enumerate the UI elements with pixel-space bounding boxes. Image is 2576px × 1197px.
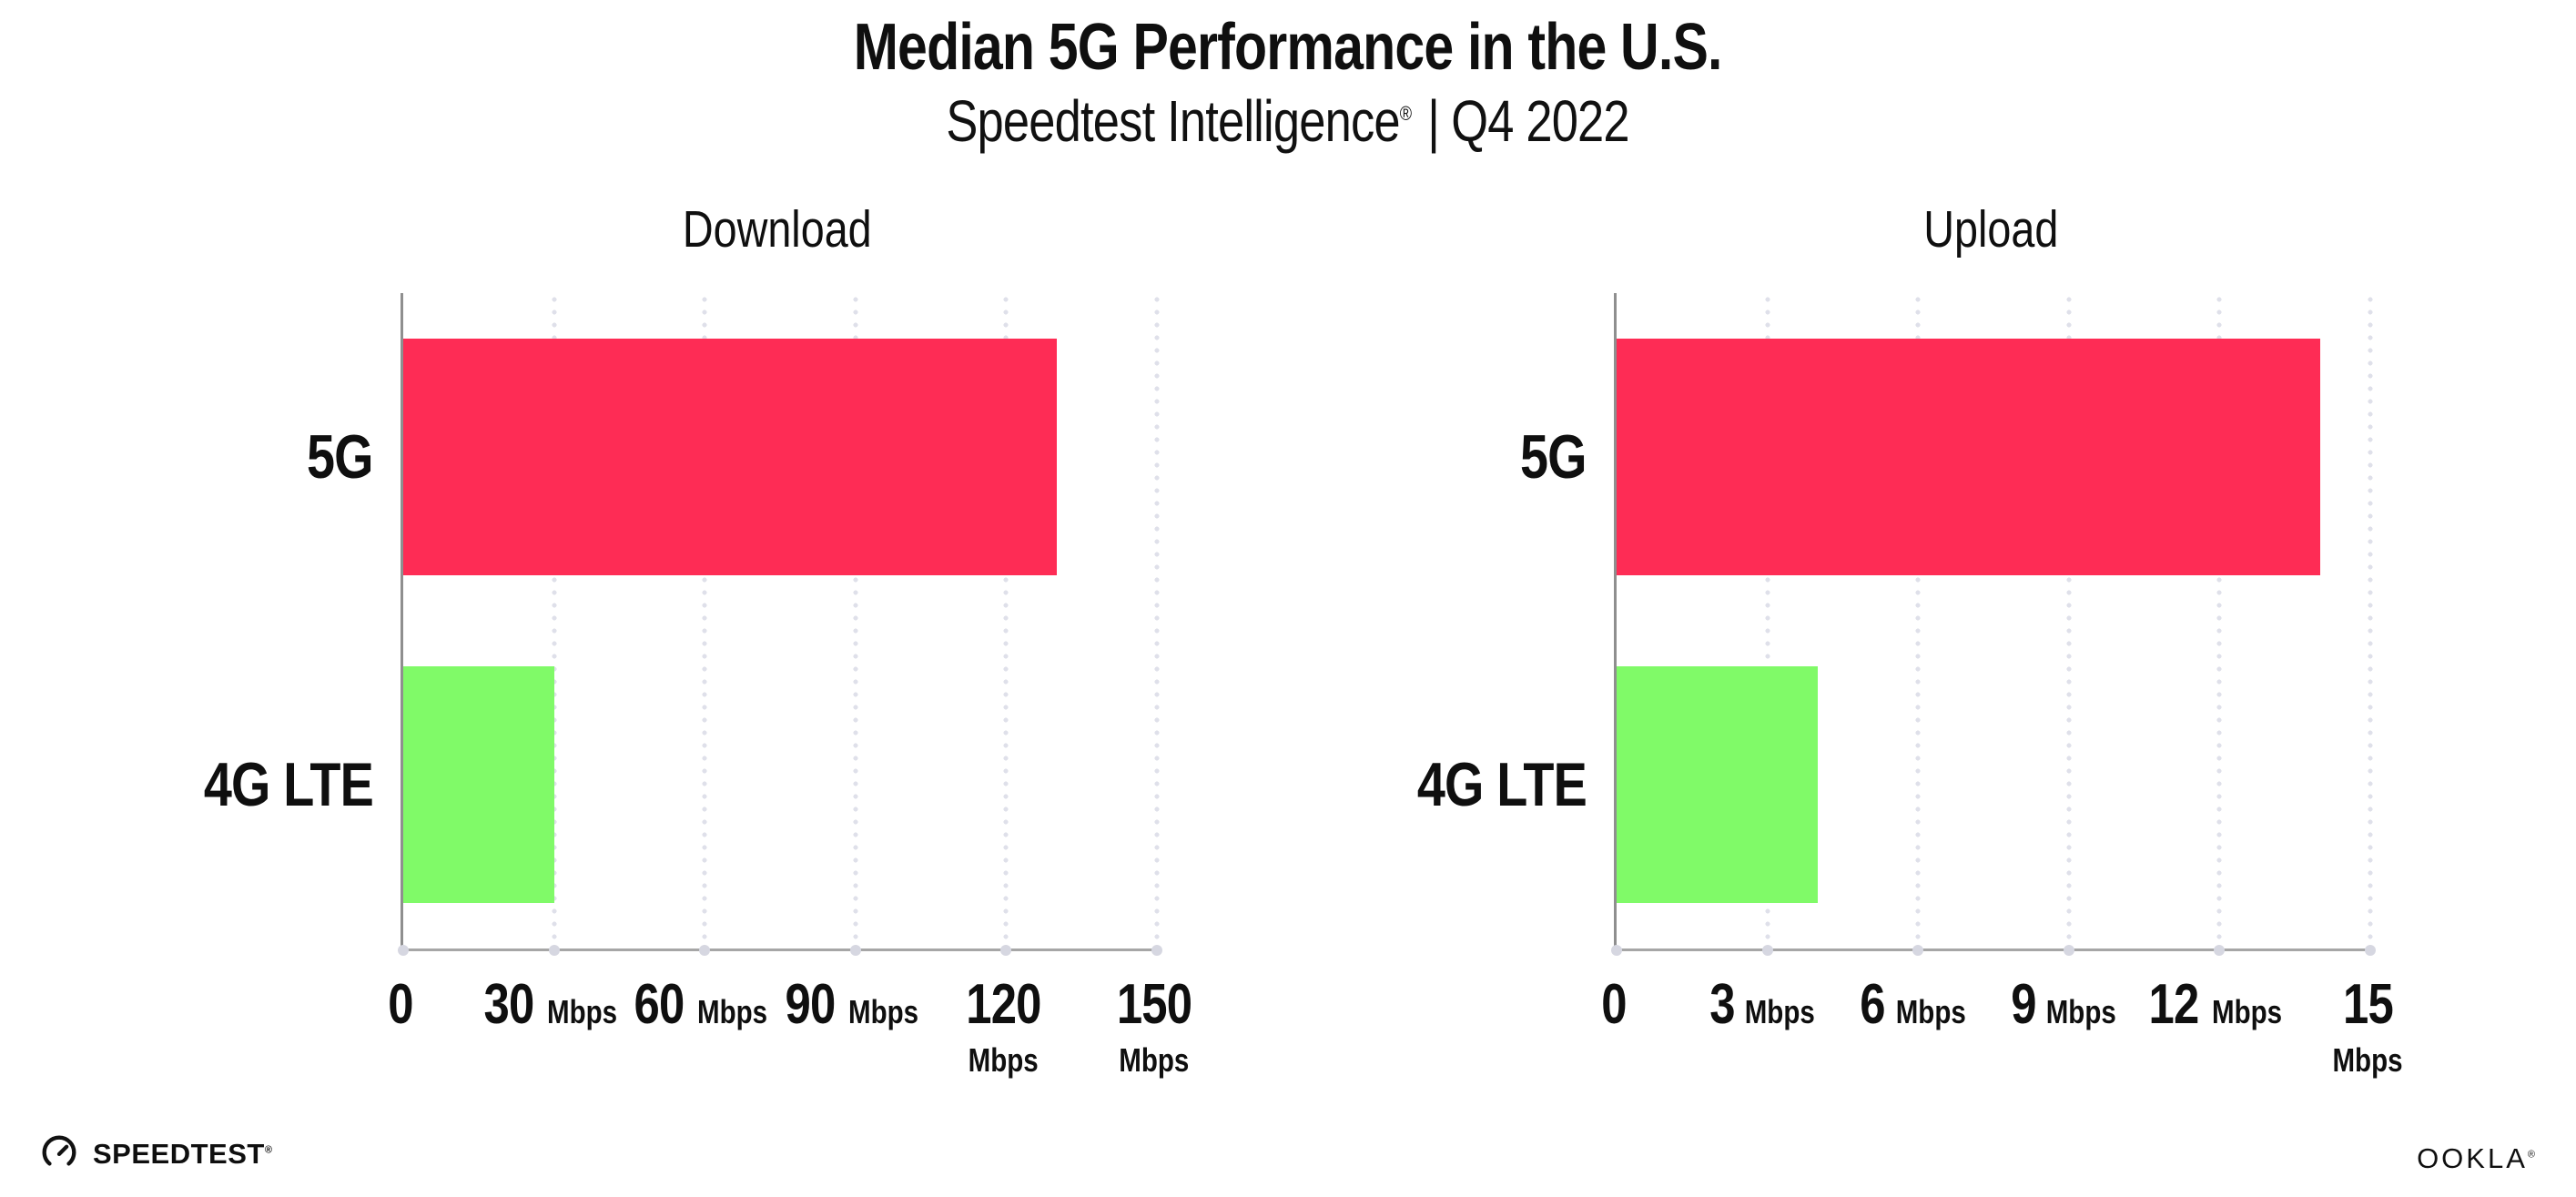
- page-subtitle: Speedtest Intelligence® | Q4 2022: [0, 88, 2576, 156]
- gridline-150-mbps: [1154, 292, 1160, 948]
- x-tick-value-90: 90: [785, 972, 836, 1036]
- ookla-wordmark: OOKLA: [2417, 1142, 2528, 1174]
- x-tick-value-120: 120: [966, 972, 1041, 1036]
- axis-tick-dot-15: [2365, 944, 2376, 956]
- registered-mark: ®: [1400, 102, 1412, 126]
- gridline-30-mbps: [551, 292, 557, 948]
- x-tick-90: 90 Mbps: [779, 972, 926, 1036]
- speedtest-gauge-icon: [38, 1131, 80, 1177]
- x-tick-unit: Mbps: [847, 992, 918, 1030]
- x-tick-unit: Mbps: [1744, 992, 1815, 1030]
- gridline-60-mbps: [702, 292, 708, 948]
- x-tick-unit: Mbps: [1895, 992, 1966, 1030]
- ookla-registered-mark: ®: [2527, 1149, 2538, 1161]
- gridline-3-mbps: [1764, 292, 1770, 948]
- bar-4g-lte-download: [403, 665, 554, 903]
- chart-title-download: Download: [683, 200, 872, 259]
- bar-4g-lte-upload: [1617, 665, 1818, 903]
- speedtest-wordmark: SPEEDTEST: [93, 1137, 265, 1170]
- x-tick-value-30: 30: [483, 972, 534, 1036]
- x-tick-value-150: 150: [1116, 972, 1192, 1036]
- charts-row: Download 5G 4G LTE 0 30 Mbps 60 Mbps 90 Mbps 12…: [0, 200, 2576, 1113]
- x-tick-unit: Mbps: [2332, 1040, 2403, 1079]
- gridline-12-mbps: [2216, 292, 2223, 948]
- x-tick-value-12: 12: [2148, 972, 2200, 1036]
- x-tick-value-0: 0: [1601, 972, 1627, 1036]
- axis-tick-dot-90: [849, 944, 861, 956]
- ookla-logo: OOKLA®: [2417, 1142, 2538, 1175]
- gridline-6-mbps: [1915, 292, 1922, 948]
- x-tick-120: 120 Mbps: [928, 972, 1080, 1079]
- x-tick-unit: Mbps: [546, 992, 617, 1030]
- axis-tick-dot-6: [1912, 944, 1924, 956]
- x-tick-6: 6 Mbps: [1857, 972, 1973, 1036]
- plot-area-download: [398, 292, 1162, 956]
- axis-tick-dot-30: [548, 944, 560, 956]
- chart-title-upload: Upload: [1922, 200, 2059, 259]
- gridline-120-mbps: [1003, 292, 1009, 948]
- x-tick-value-60: 60: [634, 972, 685, 1036]
- bar-5g-upload: [1617, 338, 2320, 575]
- axis-tick-dot-0: [1611, 944, 1622, 956]
- axis-tick-dot-0: [398, 944, 409, 956]
- y-axis-labels-upload: 5G 4G LTE: [1291, 293, 1614, 948]
- axis-tick-dot-150: [1151, 944, 1162, 956]
- x-tick-30: 30 Mbps: [478, 972, 624, 1036]
- axis-tick-dot-9: [2063, 944, 2074, 956]
- x-tick-value-9: 9: [2011, 972, 2036, 1036]
- x-tick-60: 60 Mbps: [629, 972, 776, 1036]
- x-tick-3: 3 Mbps: [1707, 972, 1822, 1036]
- x-tick-value-0: 0: [388, 972, 413, 1036]
- gridline-9-mbps: [2065, 292, 2072, 948]
- x-tick-150: 150 Mbps: [1109, 972, 1200, 1079]
- chart-upload: Upload 5G 4G LTE 0 3 Mbps 6 Mbps 9 Mbps 12 Mbps 1…: [1291, 200, 2403, 1113]
- x-tick-unit: Mbps: [697, 992, 768, 1030]
- x-tick-12: 12 Mbps: [2144, 972, 2290, 1036]
- x-tick-unit: Mbps: [1119, 1040, 1190, 1079]
- x-tick-9: 9 Mbps: [2008, 972, 2124, 1036]
- x-tick-15: 15 Mbps: [2325, 972, 2410, 1079]
- axis-tick-dot-12: [2214, 944, 2226, 956]
- x-tick-unit: Mbps: [2045, 992, 2117, 1030]
- gridline-15-mbps: [2368, 292, 2373, 948]
- plot-area-upload: [1611, 292, 2376, 956]
- category-label-4g-lte: 4G LTE: [203, 749, 374, 819]
- subtitle-period: Q4 2022: [1451, 87, 1630, 154]
- subtitle-divider: |: [1427, 87, 1441, 154]
- axis-tick-dot-3: [1761, 944, 1773, 956]
- speedtest-logo: SPEEDTEST®: [38, 1131, 272, 1177]
- x-axis-upload: 0 3 Mbps 6 Mbps 9 Mbps 12 Mbps 15Mbps: [1601, 972, 2402, 1113]
- header: Median 5G Performance in the U.S. Speedt…: [0, 0, 2576, 155]
- x-tick-value-3: 3: [1709, 972, 1735, 1036]
- x-tick-value-15: 15: [2342, 972, 2394, 1036]
- axis-tick-dot-60: [699, 944, 711, 956]
- axis-tick-dot-120: [1000, 944, 1012, 956]
- x-tick-value-6: 6: [1860, 972, 1885, 1036]
- speedtest-registered-mark: ®: [264, 1144, 273, 1156]
- y-axis-labels-download: 5G 4G LTE: [73, 293, 401, 948]
- x-tick-unit: Mbps: [2212, 992, 2283, 1030]
- bar-5g-download: [403, 338, 1057, 575]
- category-label-5g: 5G: [1520, 421, 1587, 492]
- category-label-5g: 5G: [307, 421, 374, 492]
- category-label-4g-lte: 4G LTE: [1416, 749, 1587, 819]
- subtitle-brand: Speedtest Intelligence: [946, 87, 1401, 154]
- x-tick-unit: Mbps: [968, 1040, 1039, 1079]
- x-tick-0: 0: [385, 972, 415, 1036]
- chart-download: Download 5G 4G LTE 0 30 Mbps 60 Mbps 90 Mbps 12…: [73, 200, 1192, 1113]
- gridline-90-mbps: [852, 292, 858, 948]
- page-title: Median 5G Performance in the U.S.: [854, 11, 1723, 84]
- x-tick-0: 0: [1598, 972, 1628, 1036]
- x-axis-download: 0 30 Mbps 60 Mbps 90 Mbps 120 Mbps 150 Mbps: [388, 972, 1192, 1113]
